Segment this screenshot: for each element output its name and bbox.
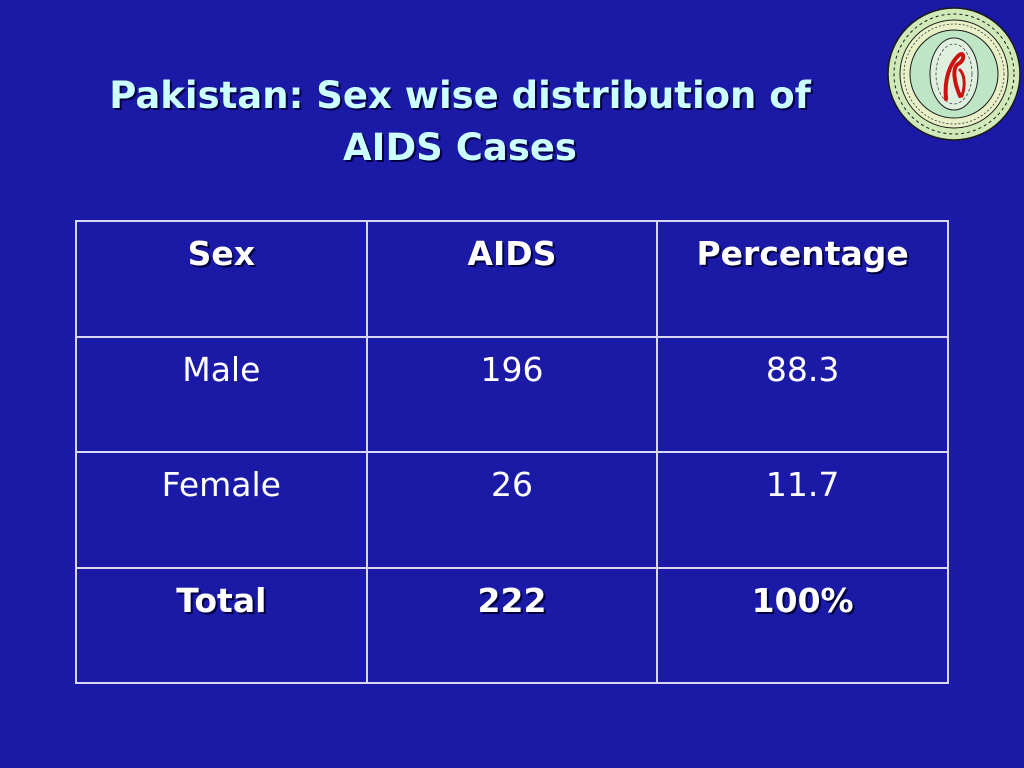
- cell-total-percentage: 100%: [656, 566, 949, 684]
- slide-title-line-1: Pakistan: Sex wise distribution of: [109, 74, 811, 117]
- table-row: Female 26 11.7: [75, 451, 949, 569]
- cell-percentage-female: 11.7: [656, 451, 949, 569]
- header-aids: AIDS: [365, 220, 659, 338]
- header-percentage: Percentage: [656, 220, 949, 338]
- slide-title-line-2: AIDS Cases: [343, 126, 577, 169]
- cell-sex-female: Female: [75, 451, 368, 569]
- cell-sex-male: Male: [75, 335, 368, 453]
- header-sex: Sex: [75, 220, 368, 338]
- table-header-row: Sex AIDS Percentage: [75, 220, 949, 338]
- cell-percentage-male: 88.3: [656, 335, 949, 453]
- slide-title: Pakistan: Sex wise distribution of AIDS …: [60, 70, 860, 174]
- cell-aids-male: 196: [365, 335, 659, 453]
- cell-total-aids: 222: [365, 566, 659, 684]
- aids-distribution-table: Sex AIDS Percentage Male 196 88.3 Female…: [75, 220, 949, 684]
- table-row: Male 196 88.3: [75, 335, 949, 453]
- table-total-row: Total 222 100%: [75, 566, 949, 684]
- university-seal-icon: [887, 7, 1021, 141]
- cell-total-label: Total: [75, 566, 368, 684]
- cell-aids-female: 26: [365, 451, 659, 569]
